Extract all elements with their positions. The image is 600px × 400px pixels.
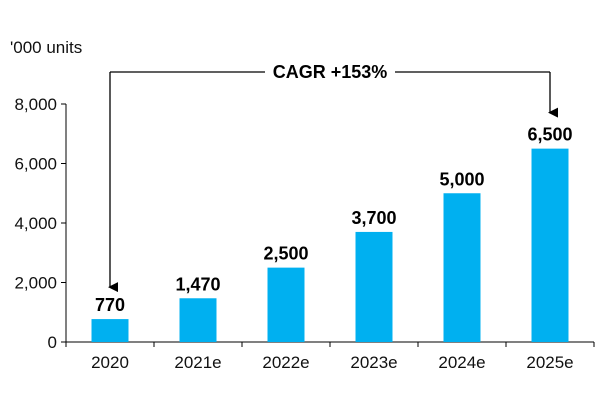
data-label-2024e: 5,000 [439,169,484,189]
cagr-label: CAGR +153% [273,62,388,82]
y-tick-label: 6,000 [14,155,57,174]
cagr-label-background [265,58,395,84]
data-label-2021e: 1,470 [175,274,220,294]
bar-2021e [179,298,217,342]
bar-2025e [531,148,569,342]
bar-2024e [443,193,481,342]
data-label-2022e: 2,500 [263,244,308,264]
data-label-2025e: 6,500 [527,125,572,145]
y-axis-unit-label: '000 units [10,38,83,57]
y-tick-label: 4,000 [14,214,57,233]
y-tick-label: 2,000 [14,274,57,293]
data-label-2020: 770 [95,295,125,315]
bar-2022e [267,267,305,342]
x-category-label: 2023e [350,353,397,372]
x-category-label: 2020 [91,353,129,372]
x-category-label: 2021e [174,353,221,372]
cagr-annotation: CAGR +153% [108,58,558,293]
x-category-label: 2025e [526,353,573,372]
bar-2020 [91,319,129,342]
x-category-label: 2022e [262,353,309,372]
y-tick-label: 0 [48,333,57,352]
x-category-label: 2024e [438,353,485,372]
bars [91,148,569,342]
bar-2023e [355,231,393,342]
data-labels: 770 1,470 2,500 3,700 5,000 6,500 [95,125,573,315]
axes: 0 2,000 4,000 6,000 8,000 2020 2021e 2022e 2023e… [14,95,595,372]
y-tick-label: 8,000 [14,95,57,114]
data-label-2023e: 3,700 [351,208,396,228]
